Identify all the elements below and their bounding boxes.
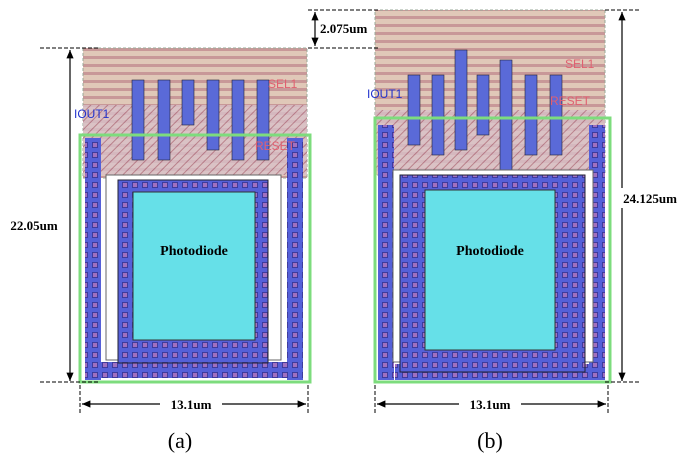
figure: Photodiode IOUT1 SEL1 RESET 22.05um 13.1… [0, 0, 685, 463]
signal-label: SEL1 [565, 57, 595, 71]
caption: (b) [477, 428, 503, 453]
port-label: IOUT1 [367, 87, 403, 101]
photodiode-label: Photodiode [160, 244, 228, 259]
signal-label: RESET [550, 94, 591, 108]
signal-label: SEL1 [268, 77, 298, 91]
width-label: 13.1um [171, 397, 212, 412]
layout-a: Photodiode IOUT1 SEL1 RESET 22.05um 13.1… [4, 48, 310, 453]
signal-label: RESET [255, 139, 296, 153]
offset-label: 2.075um [320, 21, 367, 36]
width-label: 13.1um [470, 397, 511, 412]
port-label: IOUT1 [74, 107, 110, 121]
height-label: 24.125um [623, 191, 677, 206]
height-label: 22.05um [10, 218, 57, 233]
layout-b: Photodiode IOUT1 SEL1 RESET 2.075um 24.1… [308, 10, 684, 453]
photodiode-label: Photodiode [456, 244, 524, 259]
caption: (a) [168, 428, 192, 453]
